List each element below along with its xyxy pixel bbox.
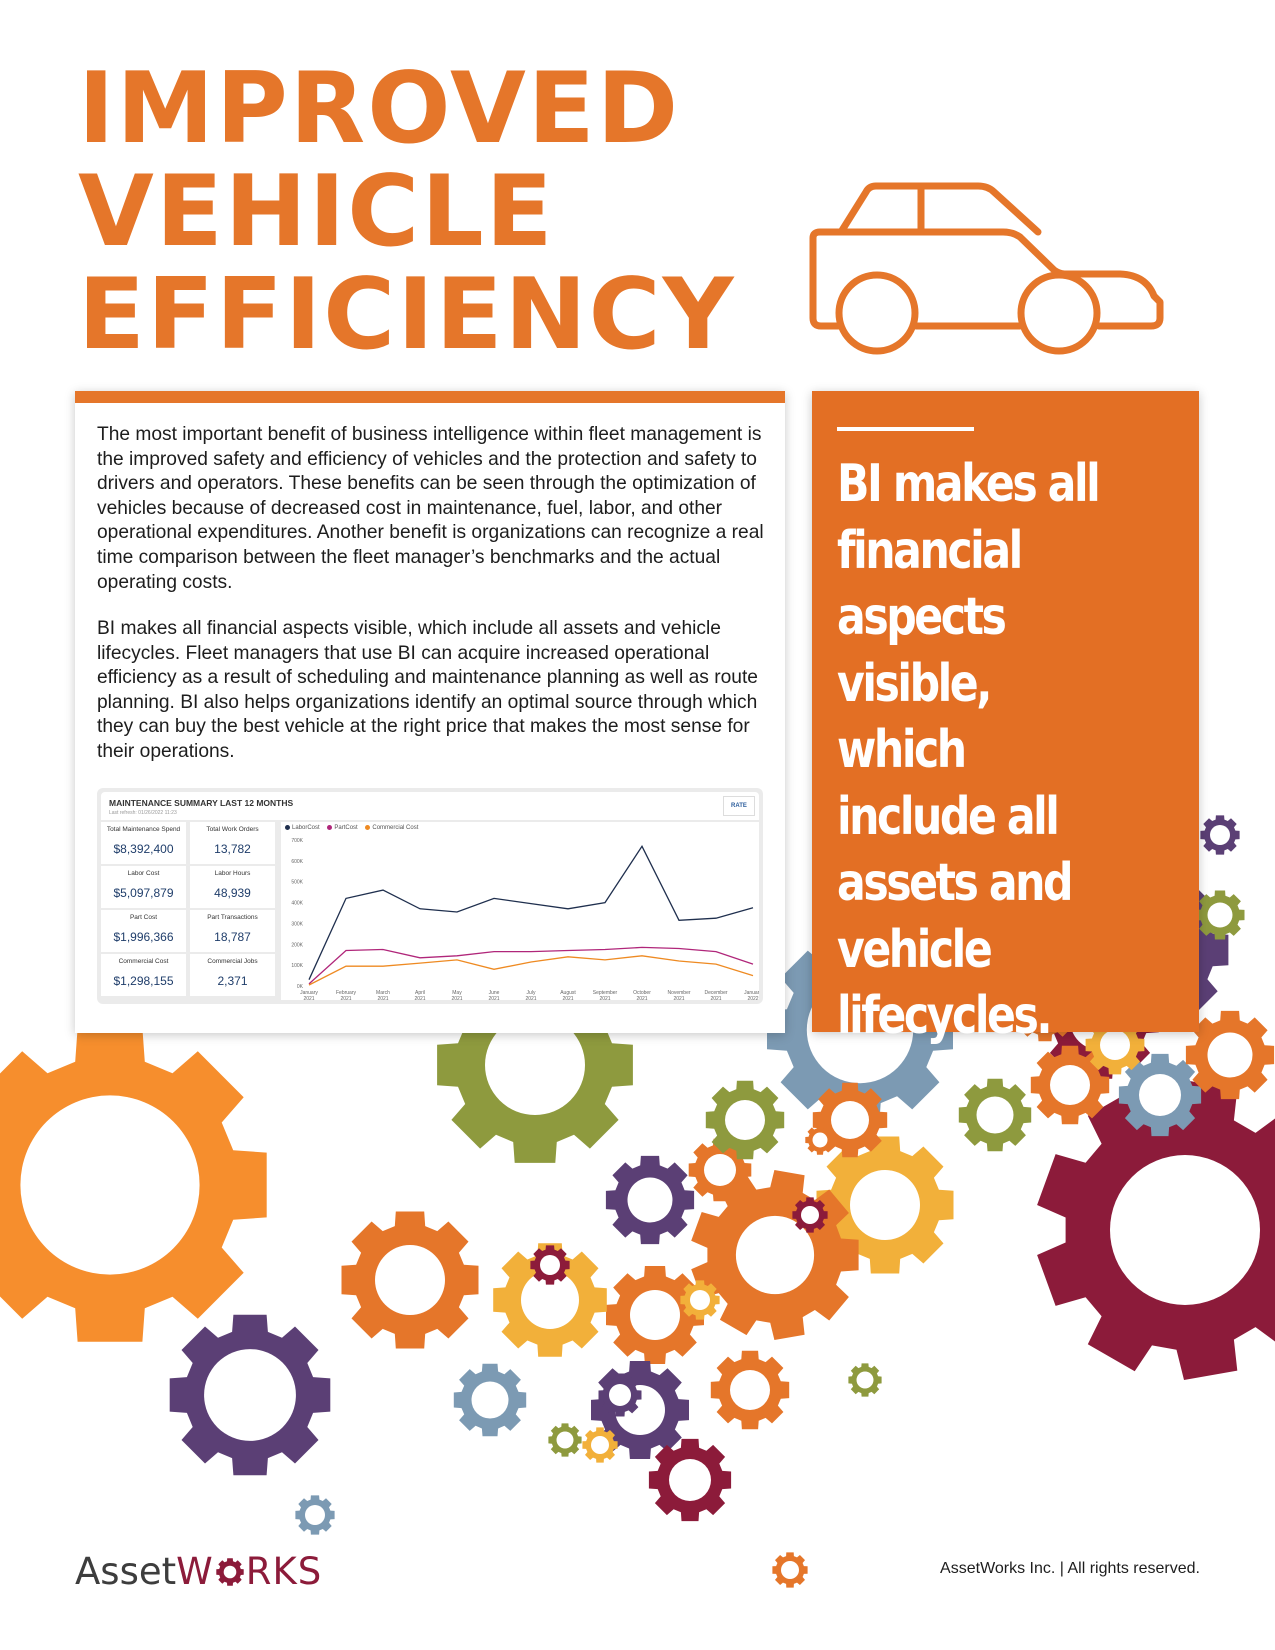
- callout-box: BI makes all financial aspects visible, …: [812, 391, 1199, 1046]
- series-line-partcost: [308, 946, 754, 985]
- kpi-value: 18,787: [214, 930, 251, 944]
- series-line-laborcost: [308, 844, 754, 980]
- legend-item: PartCost: [327, 825, 358, 831]
- dashboard-header: MAINTENANCE SUMMARY LAST 12 MONTHS Last …: [101, 792, 759, 820]
- x-tick-label: April 2021: [414, 990, 425, 1000]
- x-tick-label: May 2021: [451, 990, 462, 1000]
- logo-gear-icon: [216, 1558, 244, 1586]
- callout-text: BI makes all financial aspects visible, …: [837, 454, 1101, 1046]
- kpi-label: Labor Cost: [127, 870, 160, 877]
- kpi-tile: Total Maintenance Spend $8,392,400: [101, 822, 186, 864]
- kpi-label: Labor Hours: [214, 870, 251, 877]
- body-paragraph-1: The most important benefit of business i…: [97, 424, 764, 593]
- line-chart: 0K 100K 200K 300K 400K 500K 600K 700K January 202…: [291, 838, 762, 1002]
- kpi-label: Total Maintenance Spend: [106, 826, 181, 833]
- logo-text-rks: RKS: [245, 1550, 323, 1593]
- assetworks-logo: AssetW RKS: [75, 1550, 322, 1593]
- kpi-label: Total Work Orders: [206, 826, 259, 833]
- series-line-commercial-cost: [308, 955, 754, 986]
- title-line-3: EFFICIENCY: [78, 258, 736, 372]
- kpi-value: $1,298,155: [113, 974, 174, 988]
- kpi-tile: Total Work Orders 13,782: [190, 822, 275, 864]
- x-tick-label: February 2021: [336, 990, 357, 1000]
- kpi-label: Part Transactions: [207, 914, 258, 921]
- x-tick-label: October 2021: [633, 990, 651, 1000]
- x-tick-label: August 2021: [560, 990, 576, 1000]
- title-line-1: IMPROVED: [78, 52, 681, 166]
- kpi-tile: Commercial Cost $1,298,155: [101, 954, 186, 996]
- y-tick-label: 300K: [291, 921, 303, 927]
- x-tick-label: November 2021: [667, 990, 690, 1000]
- dashboard-screenshot: MAINTENANCE SUMMARY LAST 12 MONTHS Last …: [97, 788, 763, 1004]
- kpi-value: 2,371: [217, 974, 248, 988]
- x-tick-label: September 2021: [593, 990, 618, 1000]
- accent-bar: [75, 391, 785, 403]
- page-title: IMPROVED VEHICLE EFFICIENCY: [78, 58, 736, 367]
- x-tick-label: March 2021: [376, 990, 390, 1000]
- callout-rule: [837, 427, 974, 431]
- dashboard-subtitle: Last refresh: 01/26/2022 11:23: [109, 810, 177, 816]
- kpi-label: Commercial Cost: [118, 958, 169, 965]
- content-card: The most important benefit of business i…: [75, 391, 785, 1033]
- line-chart-panel: LaborCost PartCost Commercial Cost 0K 100…: [281, 822, 762, 1002]
- kpi-tile: Part Transactions 18,787: [190, 910, 275, 952]
- x-tick-label: June 2021: [488, 990, 499, 1000]
- kpi-value: $5,097,879: [113, 886, 174, 900]
- legend-item: LaborCost: [285, 825, 320, 831]
- y-tick-label: 200K: [291, 942, 303, 948]
- logo-text-asset: Asset: [75, 1550, 177, 1593]
- y-tick-label: 500K: [291, 880, 303, 886]
- y-tick-label: 0K: [297, 984, 304, 990]
- kpi-value: $8,392,400: [113, 842, 174, 856]
- legend-item: Commercial Cost: [365, 825, 418, 831]
- kpi-tile: Commercial Jobs 2,371: [190, 954, 275, 996]
- dashboard-title: MAINTENANCE SUMMARY LAST 12 MONTHS: [109, 798, 294, 808]
- kpi-value: 13,782: [214, 842, 251, 856]
- y-tick-label: 700K: [291, 838, 303, 844]
- x-tick-label: December 2021: [704, 990, 727, 1000]
- dashboard-rate-button[interactable]: RATE: [723, 796, 755, 816]
- x-tick-label: January2022: [744, 990, 759, 1000]
- y-tick-label: 100K: [291, 963, 303, 969]
- kpi-tile: Part Cost $1,996,366: [101, 910, 186, 952]
- y-tick-label: 400K: [291, 901, 303, 907]
- body-paragraph-2: BI makes all financial aspects visible, …: [97, 618, 758, 762]
- y-tick-label: 600K: [291, 859, 303, 865]
- kpi-tile: Labor Hours 48,939: [190, 866, 275, 908]
- kpi-tile: Labor Cost $5,097,879: [101, 866, 186, 908]
- car-icon: [809, 182, 1164, 355]
- kpi-value: $1,996,366: [113, 930, 174, 944]
- kpi-label: Commercial Jobs: [207, 958, 258, 965]
- footer-copyright: AssetWorks Inc. | All rights reserved.: [940, 1560, 1200, 1577]
- logo-text-w: W: [176, 1550, 214, 1593]
- x-tick-label: July 2021: [525, 990, 536, 1000]
- x-tick-label: January 2021: [300, 990, 318, 1000]
- kpi-label: Part Cost: [129, 914, 158, 921]
- title-line-2: VEHICLE: [78, 155, 555, 269]
- kpi-value: 48,939: [214, 886, 251, 900]
- chart-legend: LaborCost PartCost Commercial Cost: [285, 825, 424, 831]
